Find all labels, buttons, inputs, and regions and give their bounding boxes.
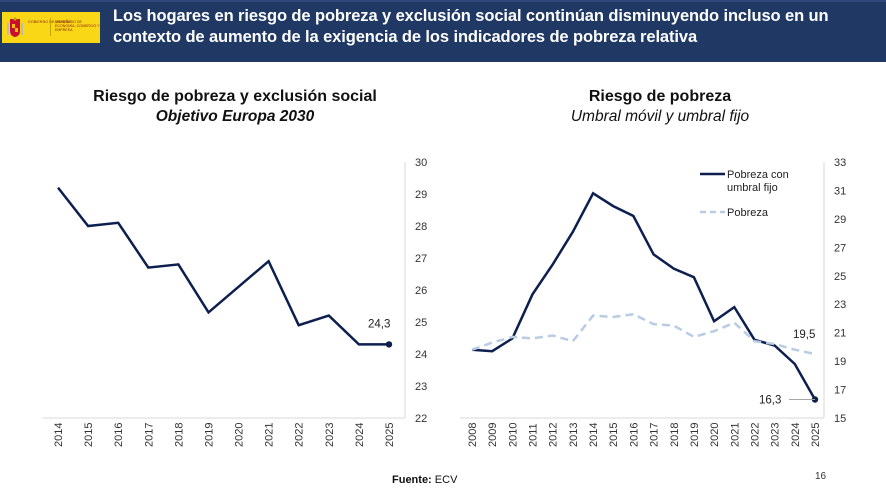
right-x-tick-label: 2020 (709, 423, 721, 447)
left-x-tick-label: 2020 (234, 423, 246, 447)
right-x-tick-label: 2009 (487, 423, 499, 447)
right-x-tick-label: 2014 (588, 423, 600, 447)
slide-title: Los hogares en riesgo de pobreza y exclu… (113, 7, 829, 46)
right-x-tick-label: 2018 (669, 423, 681, 447)
coat-of-arms-icon (7, 17, 23, 37)
left-y-tick-label: 26 (415, 285, 427, 297)
left-x-tick-label: 2014 (53, 423, 65, 447)
right-y-tick-label: 25 (834, 271, 846, 283)
right-legend-label: Pobreza con (727, 169, 789, 181)
left-x-tick-label: 2025 (384, 423, 396, 447)
left-x-tick-label: 2023 (324, 423, 336, 447)
right-y-tick-label: 21 (834, 328, 846, 340)
right-y-tick-label: 19 (834, 356, 846, 368)
left-y-tick-label: 30 (415, 157, 427, 169)
right-y-tick-label: 23 (834, 299, 846, 311)
right-x-tick-label: 2008 (467, 423, 479, 447)
left-x-tick-label: 2017 (143, 423, 155, 447)
left-chart-title: Riesgo de pobreza y exclusión social (93, 88, 377, 105)
right-y-tick-label: 15 (834, 413, 846, 425)
right-x-tick-label: 2015 (608, 423, 620, 447)
left-series-line-0 (57, 186, 389, 346)
right-legend-label: Pobreza (727, 207, 769, 219)
source-value: ECV (434, 474, 458, 486)
left-x-tick-label: 2015 (83, 423, 95, 447)
left-y-tick-label: 24 (415, 349, 427, 361)
source-note: Fuente: ECV (392, 474, 457, 486)
right-y-tick-label: 27 (834, 242, 846, 254)
right-x-tick-label: 2012 (548, 423, 560, 447)
right-y-tick-label: 17 (834, 385, 846, 397)
left-end-marker (385, 341, 393, 348)
right-chart: 15 17 19 21 23 25 27 29 31 33 2008 2009 2010 2011 2012… (460, 157, 846, 447)
header-banner: GOBIERNO DE ESPAÑA MINISTERIO DE ECONOMÍ… (0, 0, 886, 62)
government-logo: GOBIERNO DE ESPAÑA MINISTERIO DE ECONOMÍ… (2, 12, 100, 43)
right-chart-title: Riesgo de pobreza (588, 88, 732, 105)
right-x-tick-label: 2016 (628, 423, 640, 447)
left-chart-title-block: Riesgo de pobreza y exclusión social Obj… (60, 88, 410, 126)
left-x-tick-label: 2019 (203, 423, 215, 447)
right-legend-label: umbral fijo (727, 182, 778, 194)
right-x-tick-label: 2023 (770, 423, 782, 447)
left-y-tick-label: 25 (415, 317, 427, 329)
left-x-tick-label: 2022 (294, 423, 306, 447)
logo-ministry-text: MINISTERIO DE ECONOMÍA, COMERCIO Y EMPRE… (55, 20, 100, 33)
left-x-tick-label: 2024 (354, 423, 366, 447)
right-y-tick-label: 33 (834, 157, 846, 169)
right-x-tick-label: 2010 (507, 423, 519, 447)
right-y-tick-label: 29 (834, 214, 846, 226)
logo-government-text: GOBIERNO DE ESPAÑA (28, 20, 71, 24)
right-chart-subtitle: Umbral móvil y umbral fijo (570, 108, 750, 125)
right-series-line-1 (471, 312, 816, 356)
left-x-tick-label: 2018 (173, 423, 185, 447)
right-x-tick-label: 2024 (790, 423, 802, 447)
left-y-tick-label: 27 (415, 253, 427, 265)
left-chart: 22 23 24 25 26 27 28 29 30 2014 2015 2016 2017 2018 20… (42, 157, 427, 447)
source-label: Fuente: (392, 474, 432, 486)
right-x-tick-label: 2021 (729, 423, 741, 447)
logo-separator (50, 18, 51, 36)
left-chart-subtitle: Objetivo Europa 2030 (155, 108, 315, 125)
page-number: 16 (815, 471, 827, 482)
right-x-tick-label: 2025 (810, 423, 822, 447)
left-y-tick-label: 28 (415, 221, 427, 233)
right-data-label: 19,5 (793, 329, 815, 341)
right-x-tick-label: 2011 (528, 423, 540, 447)
right-series-line-0 (471, 191, 817, 401)
left-y-tick-label: 22 (415, 413, 427, 425)
right-x-tick-label: 2013 (568, 423, 580, 447)
left-data-label: 24,3 (368, 318, 390, 330)
left-y-tick-label: 23 (415, 381, 427, 393)
left-x-tick-label: 2021 (264, 423, 276, 447)
right-x-tick-label: 2022 (749, 423, 761, 447)
right-data-label: 16,3 (759, 395, 781, 407)
left-y-tick-label: 29 (415, 189, 427, 201)
header-top-line (0, 0, 886, 2)
right-chart-title-block: Riesgo de pobreza Umbral móvil y umbral … (520, 88, 800, 126)
right-x-tick-label: 2017 (649, 423, 661, 447)
left-x-tick-label: 2016 (113, 423, 125, 447)
right-x-tick-label: 2019 (689, 423, 701, 447)
right-y-tick-label: 31 (834, 185, 846, 197)
